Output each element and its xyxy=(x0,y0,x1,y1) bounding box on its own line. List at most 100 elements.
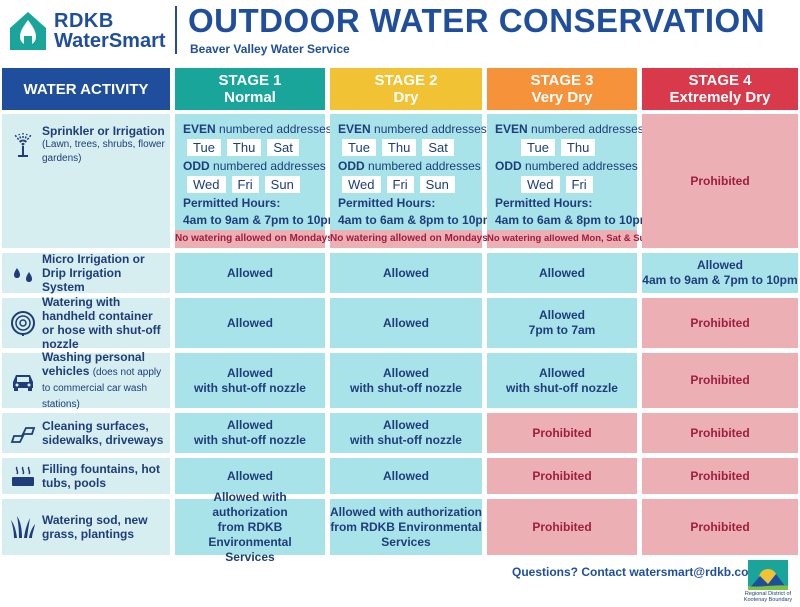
column-header-activity: WATER ACTIVITY xyxy=(2,68,170,110)
column-header-stage-3: STAGE 3 Very Dry xyxy=(487,68,637,110)
stage-1-label: STAGE 1 xyxy=(218,72,282,89)
activity-micro-irrigation: Micro Irrigation or Drip Irrigation Syst… xyxy=(2,252,170,294)
odd-label: ODD xyxy=(338,159,365,173)
cell-text: Allowed with authorization xyxy=(330,504,482,519)
activity-vehicles-note: (does not apply to commercial car wash s… xyxy=(42,366,162,410)
cell-text: Allowed xyxy=(538,308,585,322)
cell-text: Allowed xyxy=(226,468,273,483)
stage-3-desc: Very Dry xyxy=(531,89,593,106)
cell-text: from RDKB Environmental xyxy=(330,519,482,534)
cell-text: Allowed xyxy=(538,265,585,280)
cell-text: from RDKB Environmental xyxy=(208,519,292,549)
permitted-hours: 4am to 6am & 8pm to 10pm xyxy=(338,213,494,227)
vehicles-stage-2: Allowed with shut-off nozzle xyxy=(330,353,482,408)
cell-text: Allowed xyxy=(696,258,743,272)
activity-vehicles: Washing personal vehicles (does not appl… xyxy=(2,349,170,410)
stage-1-desc: Normal xyxy=(224,89,276,106)
grass-icon xyxy=(11,516,35,538)
day-box: Fri xyxy=(231,176,259,193)
activity-vehicles-title: Washing personal vehicles xyxy=(42,349,145,378)
day-box: Thu xyxy=(226,139,262,156)
cleaning-stage-1: Allowed with shut-off nozzle xyxy=(175,413,325,453)
cell-text: Services xyxy=(225,549,275,564)
activity-sod-title: Watering sod, new grass, plantings xyxy=(42,513,148,541)
odd-label: ODD xyxy=(495,159,522,173)
cleaning-stage-2: Allowed with shut-off nozzle xyxy=(330,413,482,453)
vehicles-stage-3: Allowed with shut-off nozzle xyxy=(487,353,637,408)
cell-text: Prohibited xyxy=(532,425,592,440)
header: RDKB WaterSmart OUTDOOR WATER CONSERVATI… xyxy=(0,0,800,62)
cell-text: Services xyxy=(381,534,431,549)
house-drop-icon xyxy=(10,12,46,50)
rdkb-logo: Regional District of Kootenay Boundary xyxy=(740,560,796,604)
cell-text: Prohibited xyxy=(690,315,750,330)
activity-cleaning: Cleaning surfaces, sidewalks, driveways xyxy=(2,413,170,453)
day-box: Fri xyxy=(386,176,414,193)
fountains-stage-1: Allowed xyxy=(175,458,325,494)
cell-text: with shut-off nozzle xyxy=(350,433,462,447)
day-box: Sat xyxy=(422,139,454,156)
sod-stage-1: Allowed with authorization from RDKB Envi… xyxy=(175,490,325,564)
page-title: OUTDOOR WATER CONSERVATION xyxy=(188,2,766,39)
day-box: Sun xyxy=(419,176,455,193)
droplets-icon xyxy=(14,268,32,282)
path-icon xyxy=(10,427,36,443)
cell-text: Allowed xyxy=(382,315,429,330)
vehicles-stage-1: Allowed with shut-off nozzle xyxy=(175,353,325,408)
car-icon xyxy=(13,374,33,391)
rdkb-watersmart-logo: RDKB WaterSmart xyxy=(8,6,168,54)
micro-stage-4: Allowed 4am to 9am & 7pm to 10pm xyxy=(642,253,798,293)
day-box: Wed xyxy=(342,176,381,193)
cell-text: Allowed xyxy=(382,365,429,380)
cell-text: with shut-off nozzle xyxy=(194,433,306,447)
sod-stage-3: Prohibited xyxy=(487,499,637,555)
cell-text: Prohibited xyxy=(690,373,750,387)
cell-text: with shut-off nozzle xyxy=(350,380,462,395)
activity-sprinkler-note: (Lawn, trees, shrubs, flower gardens) xyxy=(42,139,165,164)
sprinkler-stage-3: EVEN numbered addresses Tue Thu ODD numb… xyxy=(487,114,651,248)
day-box: Sun xyxy=(264,176,300,193)
permitted-label: Permitted Hours: xyxy=(495,196,593,210)
even-label: EVEN xyxy=(183,122,216,136)
sprinkler-stage-4: Prohibited xyxy=(642,114,798,248)
fountains-stage-4: Prohibited xyxy=(642,458,798,494)
permitted-label: Permitted Hours: xyxy=(338,196,436,210)
day-box: Thu xyxy=(381,139,417,156)
cell-text: Allowed xyxy=(382,468,429,483)
day-box: Wed xyxy=(521,176,560,193)
stage-4-label: STAGE 4 xyxy=(688,72,752,89)
sod-stage-2: Allowed with authorization from RDKB Envi… xyxy=(330,499,482,555)
even-rest: numbered addresses xyxy=(531,122,644,136)
handheld-stage-4: Prohibited xyxy=(642,298,798,348)
cell-text: Allowed with authorization xyxy=(212,489,288,519)
cell-text: Prohibited xyxy=(690,468,750,483)
cell-text: 4am to 9am & 7pm to 10pm xyxy=(642,273,798,287)
mountain-sun-icon xyxy=(748,560,788,590)
even-label: EVEN xyxy=(338,122,371,136)
contact-text: Questions? Contact watersmart@rdkb.com xyxy=(512,565,760,579)
activity-cleaning-title: Cleaning surfaces, sidewalks, driveways xyxy=(42,419,164,447)
odd-rest: numbered addresses xyxy=(213,159,326,173)
cell-text: Allowed xyxy=(226,265,273,280)
fountains-stage-2: Allowed xyxy=(330,458,482,494)
sprinkler-stage-1: EVEN numbered addresses Tue Thu Sat ODD … xyxy=(175,114,339,248)
column-header-stage-4: STAGE 4 Extremely Dry xyxy=(642,68,798,110)
cell-text: Allowed xyxy=(226,315,273,330)
org-line-2: Kootenay Boundary xyxy=(743,597,793,603)
day-box: Tue xyxy=(342,139,376,156)
cell-text: with shut-off nozzle xyxy=(506,380,618,395)
even-label: EVEN xyxy=(495,122,528,136)
cell-text: with shut-off nozzle xyxy=(194,380,306,395)
permitted-hours: 4am to 6am & 8pm to 10pm xyxy=(495,213,651,227)
day-box: Wed xyxy=(187,176,226,193)
handheld-stage-1: Allowed xyxy=(175,298,325,348)
cleaning-stage-4: Prohibited xyxy=(642,413,798,453)
permitted-hours: 4am to 9am & 7pm to 10pm xyxy=(183,213,339,227)
cell-text: Allowed xyxy=(226,418,273,432)
no-watering-note: No watering allowed on Mondays xyxy=(175,230,333,248)
stage-4-desc: Extremely Dry xyxy=(669,89,771,106)
hot-tub-icon xyxy=(12,466,34,486)
activity-fountains: Filling fountains, hot tubs, pools xyxy=(2,458,170,494)
hose-icon xyxy=(11,311,35,336)
activity-sprinkler-title: Sprinkler or Irrigation xyxy=(42,124,165,138)
